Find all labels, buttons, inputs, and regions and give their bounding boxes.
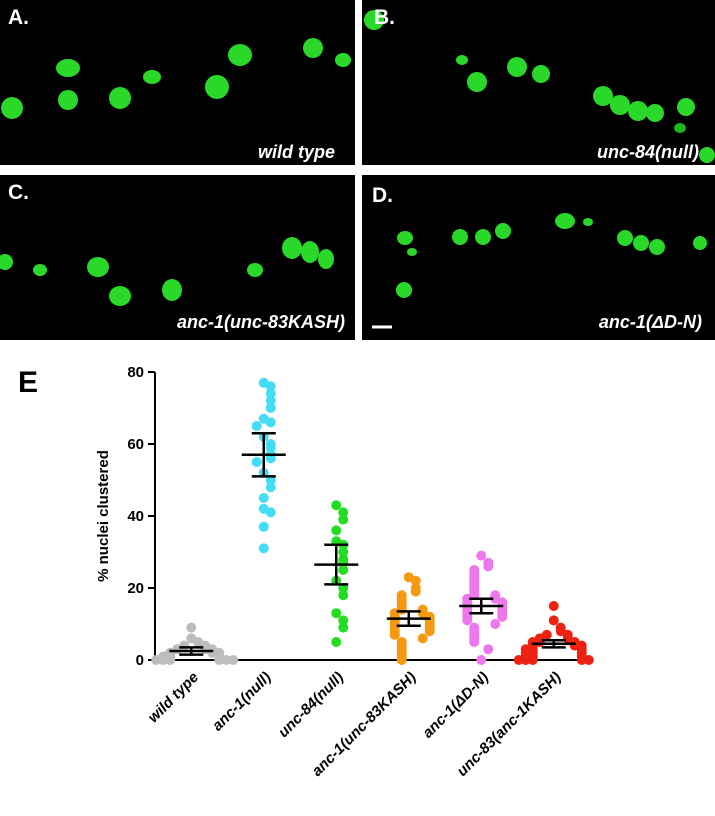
data-point: [548, 601, 559, 611]
data-point: [338, 622, 349, 633]
panel-caption: anc-1(unc-83KASH): [177, 312, 345, 332]
data-point: [265, 507, 276, 518]
data-point: [265, 395, 276, 406]
data-point: [331, 608, 342, 619]
data-point: [158, 655, 169, 665]
y-tick-label: 20: [127, 580, 144, 597]
data-point: [214, 655, 225, 665]
data-point: [338, 547, 349, 557]
panel-caption: anc-1(ΔD-N): [599, 312, 702, 332]
data-point: [251, 457, 262, 467]
data-point: [490, 619, 501, 629]
data-point: [583, 655, 594, 665]
data-point: [497, 611, 508, 622]
panel-label: D.: [372, 184, 393, 207]
x-tick-label: anc-1(null): [209, 669, 275, 735]
data-point: [251, 421, 262, 431]
data-point: [331, 637, 342, 647]
data-point: [389, 629, 400, 640]
nuclei: [0, 237, 334, 306]
data-point: [151, 655, 162, 665]
panel-c: C. anc-1(unc-83KASH): [0, 175, 355, 340]
data-point: [424, 626, 435, 637]
data-point: [338, 507, 349, 518]
data-point: [258, 543, 269, 554]
nuclei: [396, 213, 707, 298]
micrograph: [0, 0, 355, 165]
y-tick-label: 40: [127, 508, 144, 525]
panel-label: B.: [374, 6, 395, 29]
data-point: [228, 655, 239, 665]
data-point: [338, 514, 349, 525]
data-point: [417, 633, 428, 644]
nuclei: [364, 10, 715, 163]
panel-label: C.: [8, 181, 29, 204]
data-point: [338, 615, 349, 626]
y-tick-label: 80: [127, 364, 144, 381]
panel-caption: unc-84(null): [597, 142, 699, 162]
data-point: [186, 622, 197, 633]
data-point: [165, 655, 176, 665]
panel-a: A. wild type: [0, 0, 355, 165]
nuclei: [1, 38, 351, 119]
micrograph: [362, 175, 715, 340]
data-point: [476, 550, 487, 561]
data-point: [258, 521, 269, 532]
data-point: [576, 655, 587, 665]
data-point: [548, 615, 559, 626]
data-point: [410, 575, 421, 586]
data-point: [338, 590, 349, 601]
data-point: [527, 655, 538, 665]
data-point: [265, 442, 276, 453]
data-point: [221, 655, 232, 665]
data-point: [331, 500, 342, 511]
y-tick-label: 0: [136, 652, 144, 669]
data-point: [513, 655, 524, 665]
panel-label: A.: [8, 6, 29, 29]
data-point: [265, 403, 276, 413]
data-point: [483, 644, 494, 655]
data-point: [396, 655, 407, 665]
panel-d: D. anc-1(ΔD-N): [362, 175, 715, 340]
data-point: [483, 561, 494, 572]
panel-b: B. unc-84(null): [362, 0, 715, 165]
data-point: [410, 586, 421, 597]
data-point: [265, 381, 276, 392]
data-point: [258, 493, 269, 503]
plot: 0 20 40 60 80 wild type anc-1(null) unc-84(null…: [127, 364, 594, 780]
data-point: [265, 417, 276, 428]
panel-label: E: [18, 366, 38, 399]
panel-caption: wild type: [258, 142, 335, 162]
data-point: [265, 388, 276, 399]
y-axis-label: % nuclei clustered: [95, 450, 112, 582]
data-point: [476, 655, 487, 665]
y-tick-label: 60: [127, 436, 144, 453]
x-tick-label: anc-1(ΔD-N): [419, 669, 492, 742]
data-point: [338, 565, 349, 575]
data-point: [265, 482, 276, 493]
data-point: [469, 637, 480, 647]
data-point: [520, 655, 531, 665]
x-tick-label: wild type: [145, 669, 202, 726]
data-point: [331, 525, 342, 536]
x-tick-label: unc-84(null): [275, 669, 347, 741]
data-point: [462, 615, 473, 626]
